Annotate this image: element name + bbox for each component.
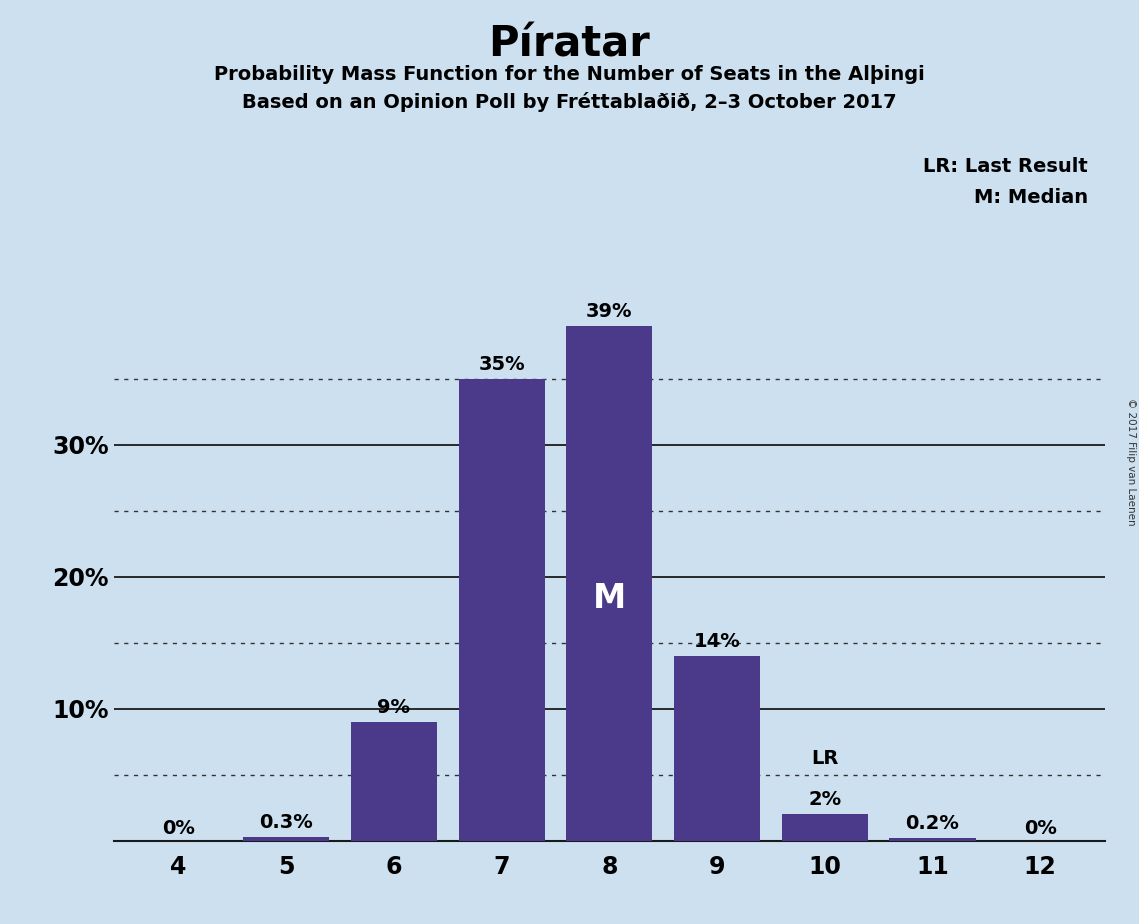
Text: LR: LR [811, 749, 838, 768]
Bar [459, 379, 544, 841]
Bar [351, 722, 437, 841]
Text: M: M [592, 582, 626, 615]
Text: © 2017 Filip van Laenen: © 2017 Filip van Laenen [1126, 398, 1136, 526]
Bar [566, 326, 653, 841]
Bar [243, 837, 329, 841]
Text: 0%: 0% [1024, 820, 1057, 838]
Bar [674, 656, 760, 841]
Text: 14%: 14% [694, 632, 740, 650]
Text: 2%: 2% [809, 790, 842, 809]
Text: 0%: 0% [162, 820, 195, 838]
Text: 39%: 39% [587, 302, 632, 321]
Text: 9%: 9% [377, 698, 410, 717]
Bar [890, 838, 976, 841]
Text: 35%: 35% [478, 355, 525, 373]
Text: 0.2%: 0.2% [906, 814, 959, 833]
Text: 0.3%: 0.3% [260, 812, 313, 832]
Bar [781, 814, 868, 841]
Text: LR: Last Result: LR: Last Result [923, 157, 1088, 176]
Text: Píratar: Píratar [489, 23, 650, 65]
Text: Probability Mass Function for the Number of Seats in the Alþingi: Probability Mass Function for the Number… [214, 65, 925, 84]
Text: Based on an Opinion Poll by Fréttablaðið, 2–3 October 2017: Based on an Opinion Poll by Fréttablaðið… [243, 92, 896, 113]
Text: M: Median: M: Median [974, 188, 1088, 208]
